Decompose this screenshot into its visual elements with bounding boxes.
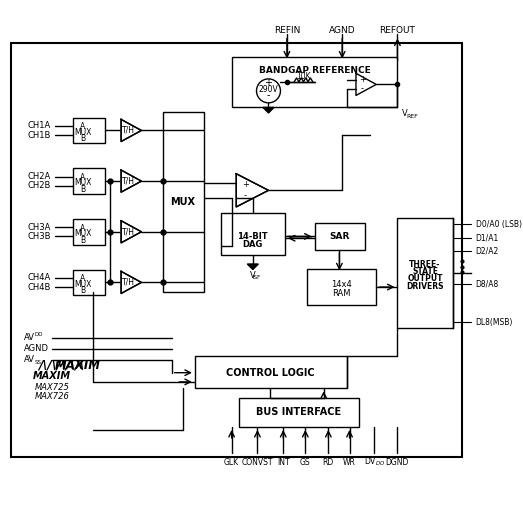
Text: 14x4: 14x4 — [331, 280, 351, 289]
Text: V: V — [402, 110, 408, 118]
FancyBboxPatch shape — [73, 219, 106, 244]
Text: DRIVERS: DRIVERS — [406, 282, 444, 290]
Text: MAXIM: MAXIM — [33, 371, 71, 381]
FancyBboxPatch shape — [10, 43, 462, 458]
Text: CH2A: CH2A — [27, 172, 50, 181]
Text: MAX725: MAX725 — [35, 383, 70, 392]
Text: B: B — [80, 235, 85, 244]
Text: V: V — [250, 271, 256, 280]
Text: -: - — [244, 191, 247, 200]
Text: A: A — [80, 173, 85, 182]
Text: BANDGAP REFERENCE: BANDGAP REFERENCE — [259, 66, 370, 75]
Text: CONVST: CONVST — [242, 458, 273, 467]
Text: CH1A: CH1A — [27, 121, 50, 130]
Text: GS: GS — [300, 458, 311, 467]
Text: /\/\/\/\/\: /\/\/\/\/\ — [38, 359, 84, 372]
Text: THREE-: THREE- — [410, 260, 441, 269]
Text: REFIN: REFIN — [274, 26, 300, 34]
Text: +: + — [242, 180, 249, 189]
Text: A: A — [80, 274, 85, 283]
Text: CH1B: CH1B — [27, 131, 51, 139]
Polygon shape — [263, 108, 274, 113]
Polygon shape — [121, 119, 141, 141]
Polygon shape — [121, 170, 141, 192]
Text: CH4A: CH4A — [27, 273, 50, 282]
Text: +: + — [359, 75, 366, 84]
Text: DD: DD — [35, 332, 43, 337]
Text: +: + — [265, 78, 272, 87]
Text: -: - — [361, 84, 364, 93]
Text: B: B — [80, 286, 85, 295]
Text: AV: AV — [25, 356, 36, 364]
Text: REF: REF — [407, 114, 418, 119]
Text: 14-BIT: 14-BIT — [237, 232, 268, 241]
Text: T/H: T/H — [122, 177, 135, 186]
Text: MAXIM: MAXIM — [55, 359, 101, 372]
Text: T/H: T/H — [122, 126, 135, 135]
Text: AGND: AGND — [329, 26, 356, 34]
Text: REFOUT: REFOUT — [380, 26, 415, 34]
Text: CH4B: CH4B — [27, 282, 51, 291]
Text: RD: RD — [323, 458, 334, 467]
Text: MAX726: MAX726 — [35, 392, 70, 401]
Text: ISF: ISF — [253, 275, 260, 280]
Polygon shape — [121, 271, 141, 293]
Text: -: - — [267, 90, 270, 100]
FancyBboxPatch shape — [232, 57, 397, 108]
Text: CONTROL LOGIC: CONTROL LOGIC — [226, 368, 315, 378]
FancyBboxPatch shape — [221, 213, 285, 255]
Text: MUX: MUX — [74, 128, 91, 137]
Text: AV: AV — [25, 333, 36, 342]
Text: GLK: GLK — [224, 458, 239, 467]
Text: CH2B: CH2B — [27, 181, 51, 190]
Text: DAG: DAG — [243, 240, 263, 249]
Text: DL8(MSB): DL8(MSB) — [476, 318, 513, 327]
Text: B: B — [80, 185, 85, 194]
Text: B: B — [80, 134, 85, 143]
Text: 10K: 10K — [296, 72, 311, 81]
FancyBboxPatch shape — [73, 270, 106, 295]
Text: D8/A8: D8/A8 — [476, 280, 499, 289]
FancyBboxPatch shape — [73, 118, 106, 143]
Text: D0/A0 (LSB): D0/A0 (LSB) — [476, 220, 522, 229]
Text: DV$_{DO}$: DV$_{DO}$ — [364, 456, 385, 468]
Text: MUX: MUX — [74, 178, 91, 187]
Text: SS: SS — [35, 360, 41, 365]
Text: DGND: DGND — [386, 458, 409, 467]
Text: STATE: STATE — [412, 267, 438, 276]
Text: SAR: SAR — [329, 232, 349, 241]
Text: D1/A1: D1/A1 — [476, 234, 499, 243]
Text: 290V: 290V — [258, 84, 278, 93]
Text: MUX: MUX — [170, 197, 195, 208]
FancyBboxPatch shape — [397, 218, 453, 328]
Text: MUX: MUX — [74, 280, 91, 289]
Text: WR: WR — [343, 458, 356, 467]
FancyBboxPatch shape — [163, 112, 204, 292]
Text: MUX: MUX — [74, 229, 91, 238]
Text: A: A — [80, 122, 85, 131]
Text: A: A — [80, 224, 85, 233]
Text: CH3B: CH3B — [27, 232, 51, 241]
Text: AGND: AGND — [25, 344, 49, 353]
Text: T/H: T/H — [122, 227, 135, 236]
Text: D2/A2: D2/A2 — [476, 246, 499, 256]
FancyBboxPatch shape — [239, 397, 359, 427]
Text: OUTPUT: OUTPUT — [407, 274, 443, 283]
Text: T/H: T/H — [122, 278, 135, 287]
FancyBboxPatch shape — [307, 269, 376, 306]
Text: INT: INT — [277, 458, 290, 467]
FancyBboxPatch shape — [314, 223, 365, 250]
Polygon shape — [121, 221, 141, 243]
Polygon shape — [236, 174, 268, 207]
FancyBboxPatch shape — [195, 356, 347, 388]
FancyBboxPatch shape — [73, 168, 106, 194]
Text: CH3A: CH3A — [27, 223, 51, 232]
Text: RAM: RAM — [332, 289, 350, 298]
Polygon shape — [247, 264, 258, 270]
Text: BUS INTERFACE: BUS INTERFACE — [256, 408, 342, 417]
